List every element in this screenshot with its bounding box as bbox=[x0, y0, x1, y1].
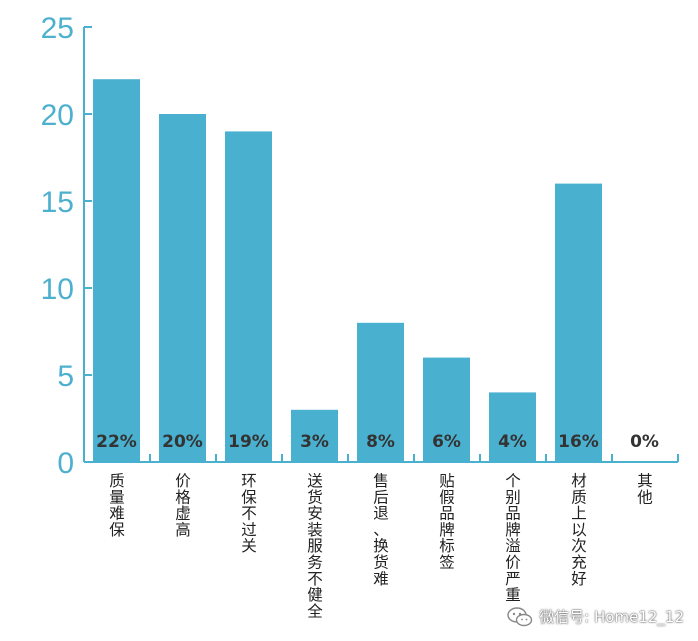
data-labels: 22% 20% 19% 3% 8% 6% 4% 16% 0% bbox=[96, 432, 659, 452]
y-tick-label: 15 bbox=[41, 186, 74, 219]
category-label: 售后退、换货难 bbox=[373, 472, 389, 588]
wechat-icon bbox=[507, 606, 533, 626]
y-tick-label: 0 bbox=[57, 447, 74, 480]
category-label: 其他 bbox=[637, 472, 653, 506]
category-label: 环保不过关 bbox=[241, 472, 257, 555]
data-label: 16% bbox=[558, 432, 599, 452]
y-tick-label: 5 bbox=[57, 360, 74, 393]
data-label: 4% bbox=[498, 432, 527, 452]
bar bbox=[555, 183, 602, 462]
bars bbox=[93, 79, 602, 462]
category-labels: 质量难保 价格虚高 环保不过关 送货安装服务不健全 售后退、换货难 贴假品牌标签 个别品牌溢… bbox=[109, 472, 653, 620]
bar bbox=[93, 79, 140, 462]
category-label: 贴假品牌标签 bbox=[439, 472, 455, 572]
data-label: 0% bbox=[630, 432, 659, 452]
data-label: 22% bbox=[96, 432, 137, 452]
y-tick-label: 10 bbox=[41, 273, 74, 306]
y-tick-label: 20 bbox=[41, 99, 74, 132]
x-axis bbox=[83, 454, 679, 463]
category-label: 价格虚高 bbox=[175, 472, 191, 539]
bar bbox=[357, 322, 404, 462]
y-axis: 0 5 10 15 20 25 bbox=[41, 12, 92, 480]
data-label: 3% bbox=[300, 432, 329, 452]
bar bbox=[225, 131, 272, 462]
watermark-text: 微信号: Home12_12 bbox=[539, 608, 684, 626]
data-label: 20% bbox=[162, 432, 203, 452]
bar bbox=[159, 114, 206, 462]
category-label: 质量难保 bbox=[109, 472, 125, 539]
y-tick-label: 25 bbox=[41, 12, 74, 45]
watermark: 微信号: Home12_12 bbox=[507, 606, 684, 627]
category-label: 送货安装服务不健全 bbox=[307, 472, 323, 620]
category-label: 材质上以次充好 bbox=[571, 472, 587, 588]
category-label: 个别品牌溢价严重 bbox=[505, 472, 521, 604]
bar bbox=[291, 409, 338, 462]
bar bbox=[423, 357, 470, 462]
data-label: 8% bbox=[366, 432, 395, 452]
bar bbox=[489, 392, 536, 462]
data-label: 6% bbox=[432, 432, 461, 452]
data-label: 19% bbox=[228, 432, 269, 452]
